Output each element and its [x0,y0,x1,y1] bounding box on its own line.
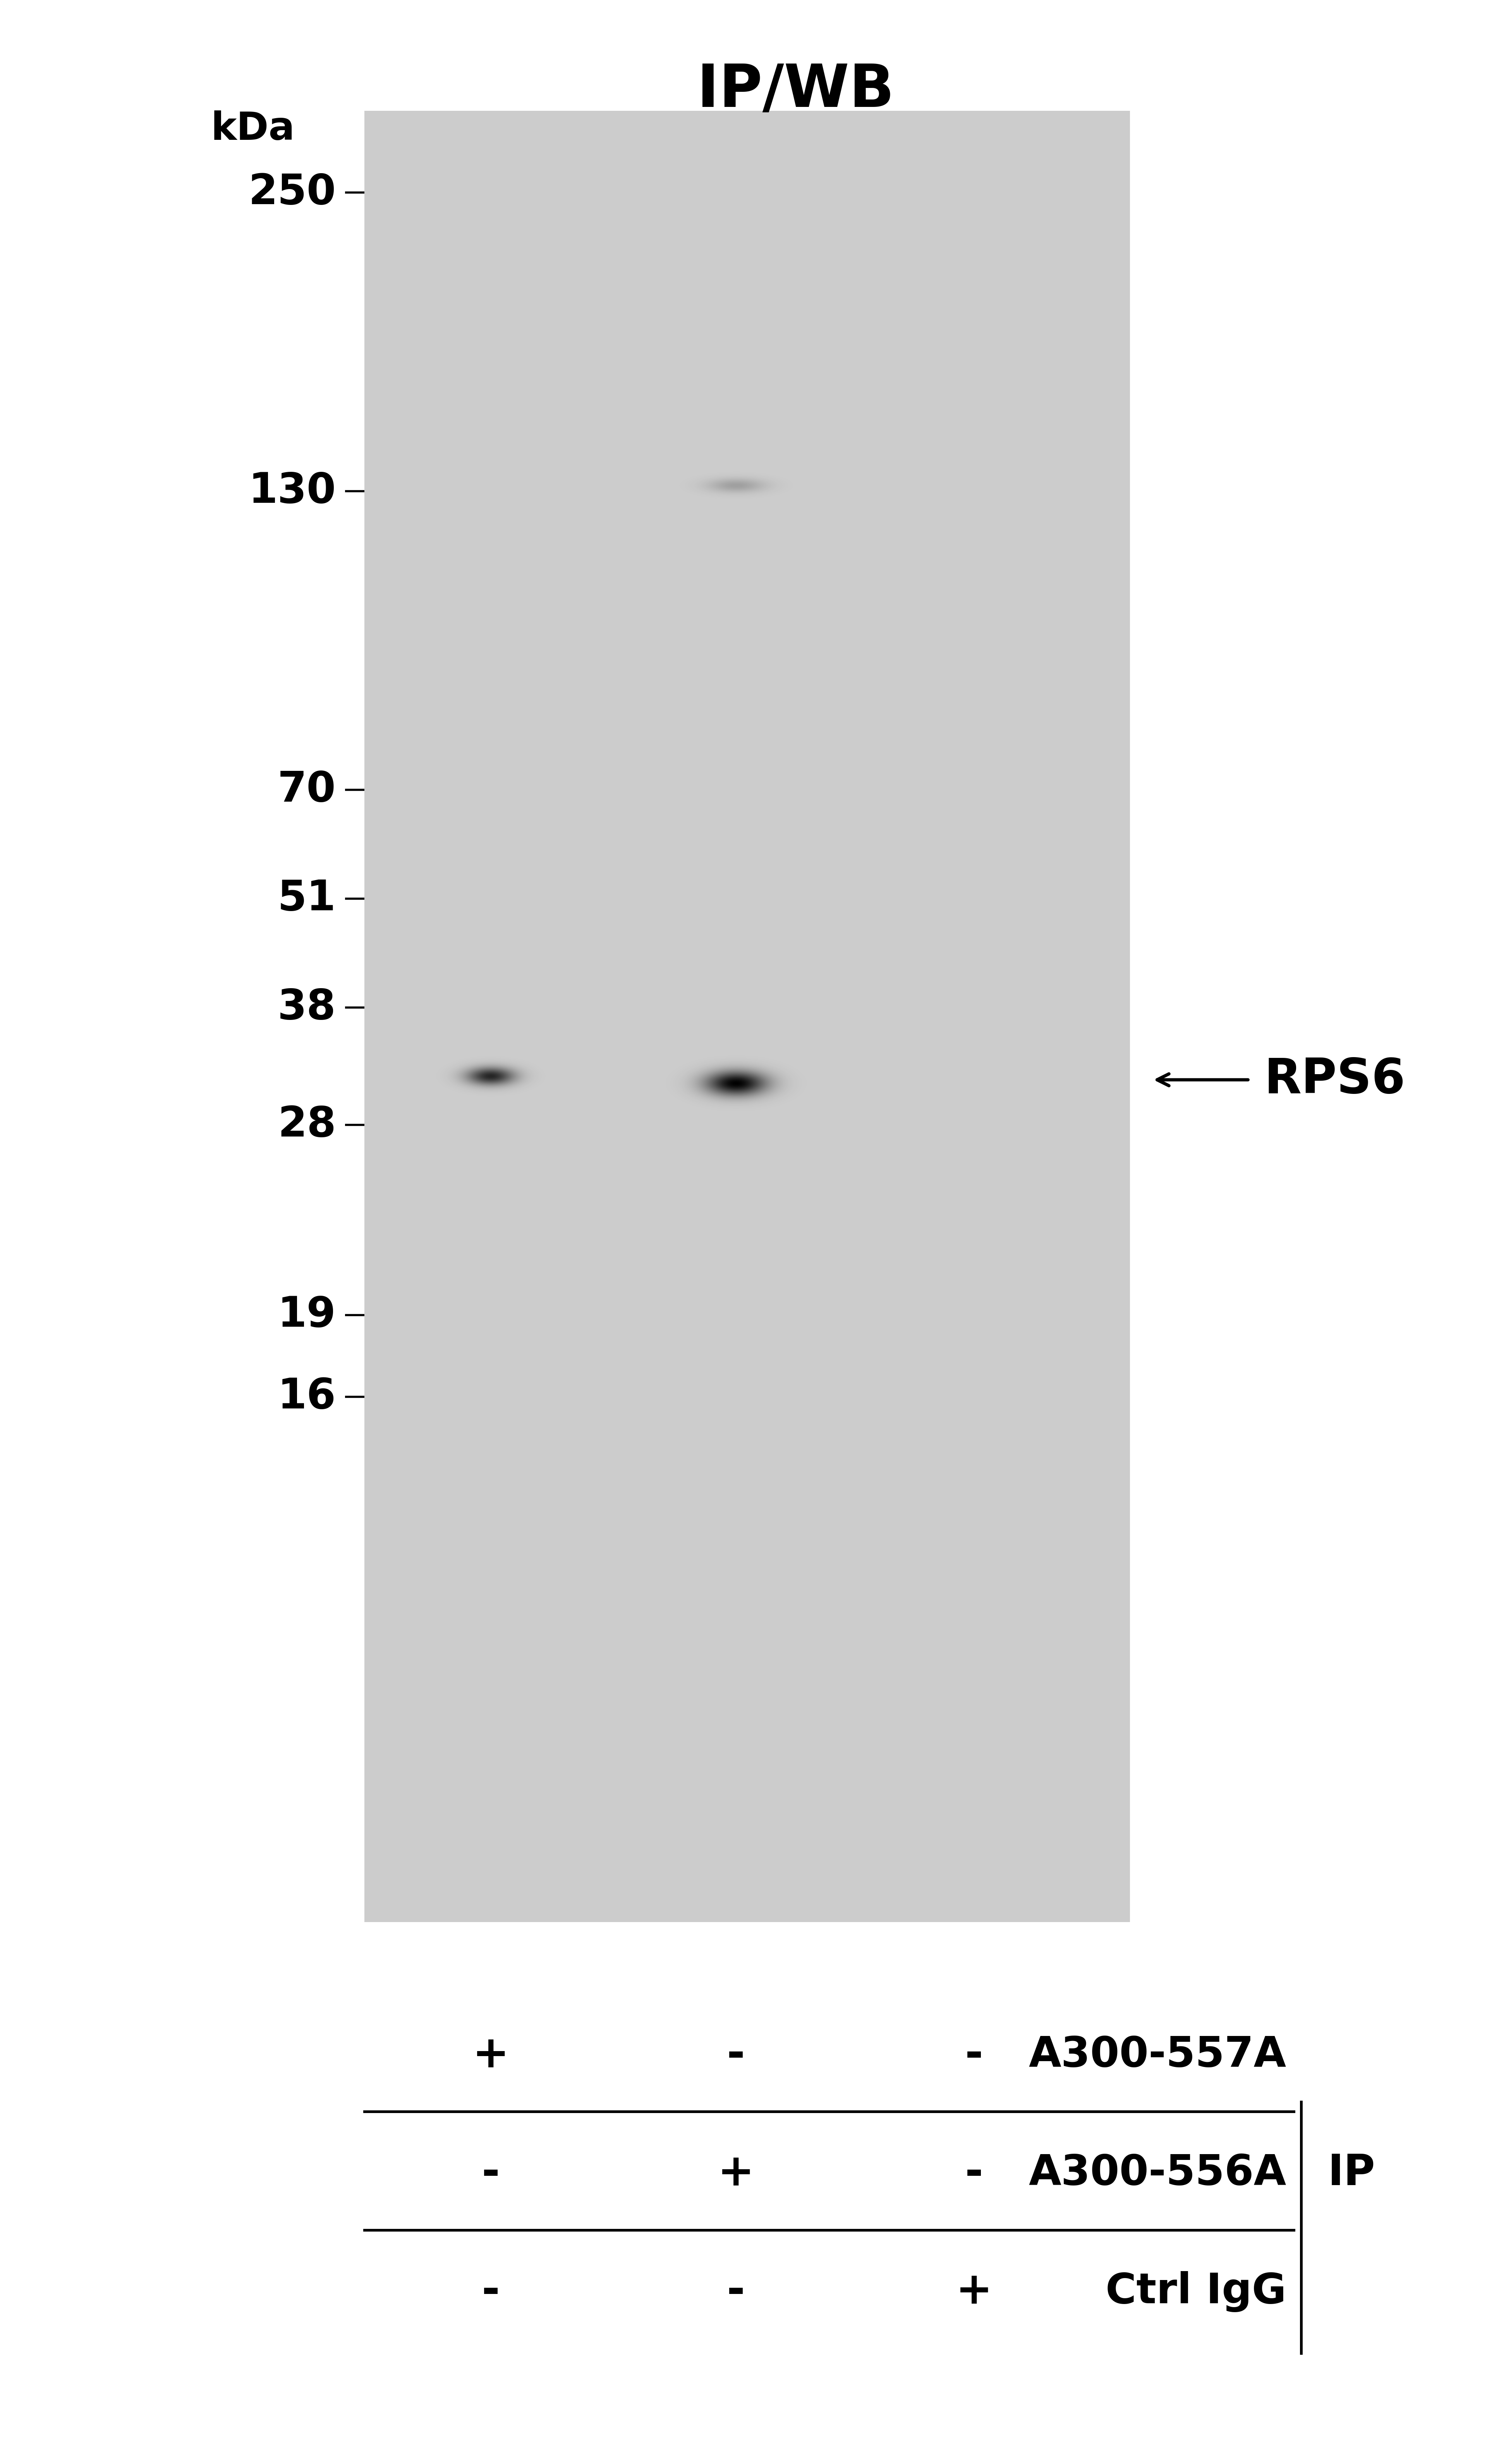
Text: 51: 51 [278,877,336,919]
Text: A300-557A: A300-557A [1029,2035,1286,2075]
Text: IP/WB: IP/WB [697,62,894,118]
Text: A300-556A: A300-556A [1029,2154,1286,2193]
Text: 28: 28 [278,1104,336,1146]
Text: -: - [482,2151,500,2195]
Text: RPS6: RPS6 [1264,1057,1405,1104]
Text: 250: 250 [248,172,336,212]
Text: 130: 130 [248,471,336,513]
Text: 70: 70 [278,769,336,811]
Text: +: + [473,2033,509,2077]
Text: IP: IP [1328,2154,1375,2193]
Text: +: + [718,2151,754,2195]
Text: 38: 38 [278,986,336,1027]
Text: -: - [727,2269,745,2314]
Text: -: - [727,2033,745,2077]
Text: -: - [965,2151,983,2195]
Text: -: - [965,2033,983,2077]
Text: kDa: kDa [211,111,294,148]
Text: 19: 19 [278,1294,336,1335]
Text: -: - [482,2269,500,2314]
Text: 16: 16 [278,1377,336,1417]
Text: Ctrl IgG: Ctrl IgG [1105,2272,1286,2311]
Bar [364,111,1130,1922]
Text: +: + [956,2269,992,2314]
